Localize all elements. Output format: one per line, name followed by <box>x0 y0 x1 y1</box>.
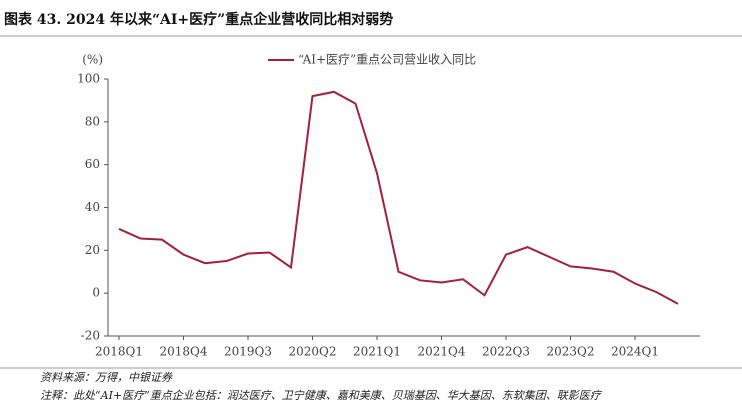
x-tick-label: 2023Q2 <box>546 345 594 359</box>
y-tick-label: 20 <box>85 243 100 257</box>
legend-label: “AI+医疗”重点公司营业收入同比 <box>298 53 476 67</box>
x-tick-label: 2018Q4 <box>159 345 207 359</box>
x-tick-label: 2018Q1 <box>95 345 143 359</box>
x-tick-label: 2019Q3 <box>224 345 272 359</box>
y-tick-label: 40 <box>85 200 100 214</box>
line-series <box>118 90 679 305</box>
y-unit: (%) <box>82 53 103 67</box>
y-tick-label: 60 <box>85 157 100 171</box>
y-tick-label: 0 <box>92 286 100 300</box>
x-tick-label: 2020Q2 <box>288 345 336 359</box>
note: 注释：此处“AI+医疗”重点企业包括：润达医疗、卫宁健康、嘉和美康、贝瑞基因、华… <box>40 389 603 402</box>
x-tick-label: 2024Q1 <box>611 345 659 359</box>
chart-title: 图表 43. 2024 年以来“AI+医疗”重点企业营收同比相对弱势 <box>4 11 393 28</box>
y-tick-label: -20 <box>81 329 100 343</box>
source: 资料来源：万得，中银证券 <box>40 371 173 384</box>
y-tick-label: 80 <box>85 114 100 128</box>
x-tick-label: 2021Q1 <box>353 345 401 359</box>
y-tick-label: 100 <box>77 72 100 86</box>
x-tick-label: 2022Q3 <box>482 345 530 359</box>
x-tick-label: 2021Q4 <box>417 345 465 359</box>
